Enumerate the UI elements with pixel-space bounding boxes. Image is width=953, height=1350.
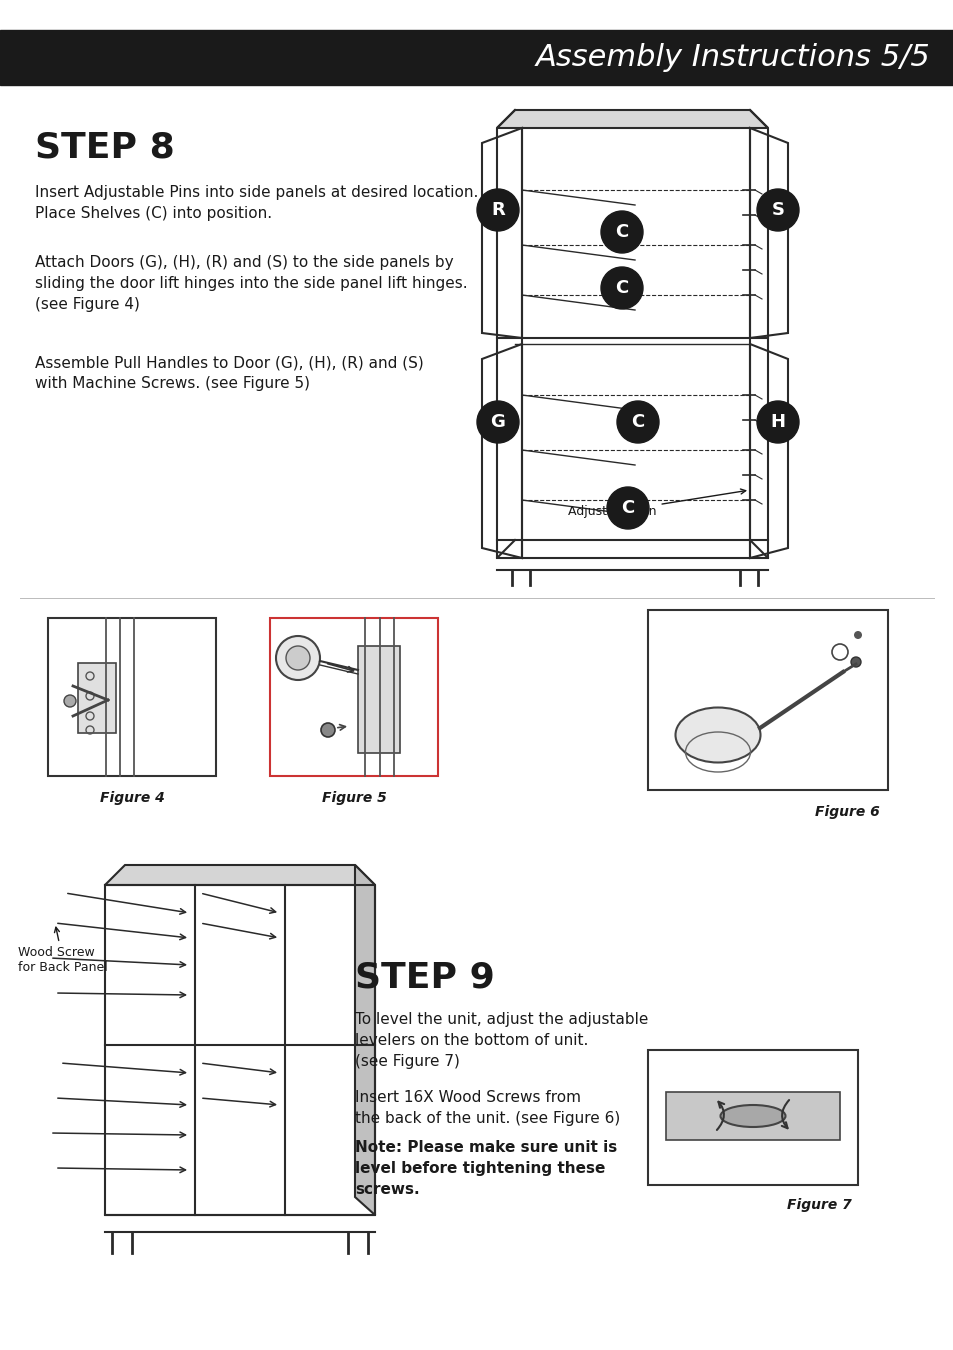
Text: Attach Doors (G), (H), (R) and (S) to the side panels by
sliding the door lift h: Attach Doors (G), (H), (R) and (S) to th… [35, 255, 467, 312]
Bar [0, 30, 953, 85]
Text: STEP 8: STEP 8 [35, 130, 174, 163]
Text: Adjustable Pin: Adjustable Pin [567, 489, 745, 518]
Circle shape [757, 401, 799, 443]
Circle shape [286, 647, 310, 670]
Polygon shape [497, 109, 767, 128]
Bar [647, 1050, 857, 1185]
Circle shape [606, 487, 648, 529]
Circle shape [64, 695, 76, 707]
Text: Assembly Instructions 5/5: Assembly Instructions 5/5 [535, 42, 929, 72]
Polygon shape [105, 865, 375, 886]
Text: Figure 6: Figure 6 [815, 805, 879, 819]
Text: Insert 16X Wood Screws from
the back of the unit. (see Figure 6): Insert 16X Wood Screws from the back of … [355, 1089, 619, 1126]
Circle shape [275, 636, 319, 680]
Text: H: H [770, 413, 784, 431]
Circle shape [617, 401, 659, 443]
Polygon shape [78, 663, 116, 733]
Text: S: S [771, 201, 783, 219]
Circle shape [600, 267, 642, 309]
Circle shape [476, 401, 518, 443]
Text: Insert Adjustable Pins into side panels at desired location.
Place Shelves (C) i: Insert Adjustable Pins into side panels … [35, 185, 477, 221]
Text: G: G [490, 413, 505, 431]
Ellipse shape [675, 707, 760, 763]
Text: Figure 5: Figure 5 [321, 791, 386, 805]
Text: Figure 4: Figure 4 [99, 791, 164, 805]
Text: STEP 9: STEP 9 [355, 960, 495, 994]
Polygon shape [357, 647, 399, 753]
Polygon shape [665, 1092, 840, 1139]
Circle shape [320, 724, 335, 737]
Bar [647, 610, 887, 790]
Circle shape [476, 189, 518, 231]
Text: Wood Screw
for Back Panel: Wood Screw for Back Panel [18, 927, 108, 973]
Circle shape [850, 657, 861, 667]
Text: C: C [615, 223, 628, 242]
Circle shape [757, 189, 799, 231]
Text: Assemble Pull Handles to Door (G), (H), (R) and (S)
with Machine Screws. (see Fi: Assemble Pull Handles to Door (G), (H), … [35, 355, 423, 392]
Text: C: C [631, 413, 644, 431]
Circle shape [600, 211, 642, 252]
Bar [48, 618, 215, 776]
Text: R: R [491, 201, 504, 219]
Bar [270, 618, 437, 776]
Text: To level the unit, adjust the adjustable
levelers on the bottom of unit.
(see Fi: To level the unit, adjust the adjustable… [355, 1012, 648, 1069]
Text: Figure 7: Figure 7 [786, 1197, 851, 1212]
Polygon shape [355, 865, 375, 1215]
Ellipse shape [720, 1106, 784, 1127]
Text: Note: Please make sure unit is
level before tightening these
screws.: Note: Please make sure unit is level bef… [355, 1139, 617, 1197]
Circle shape [853, 630, 862, 639]
Text: C: C [615, 279, 628, 297]
Text: C: C [620, 500, 634, 517]
